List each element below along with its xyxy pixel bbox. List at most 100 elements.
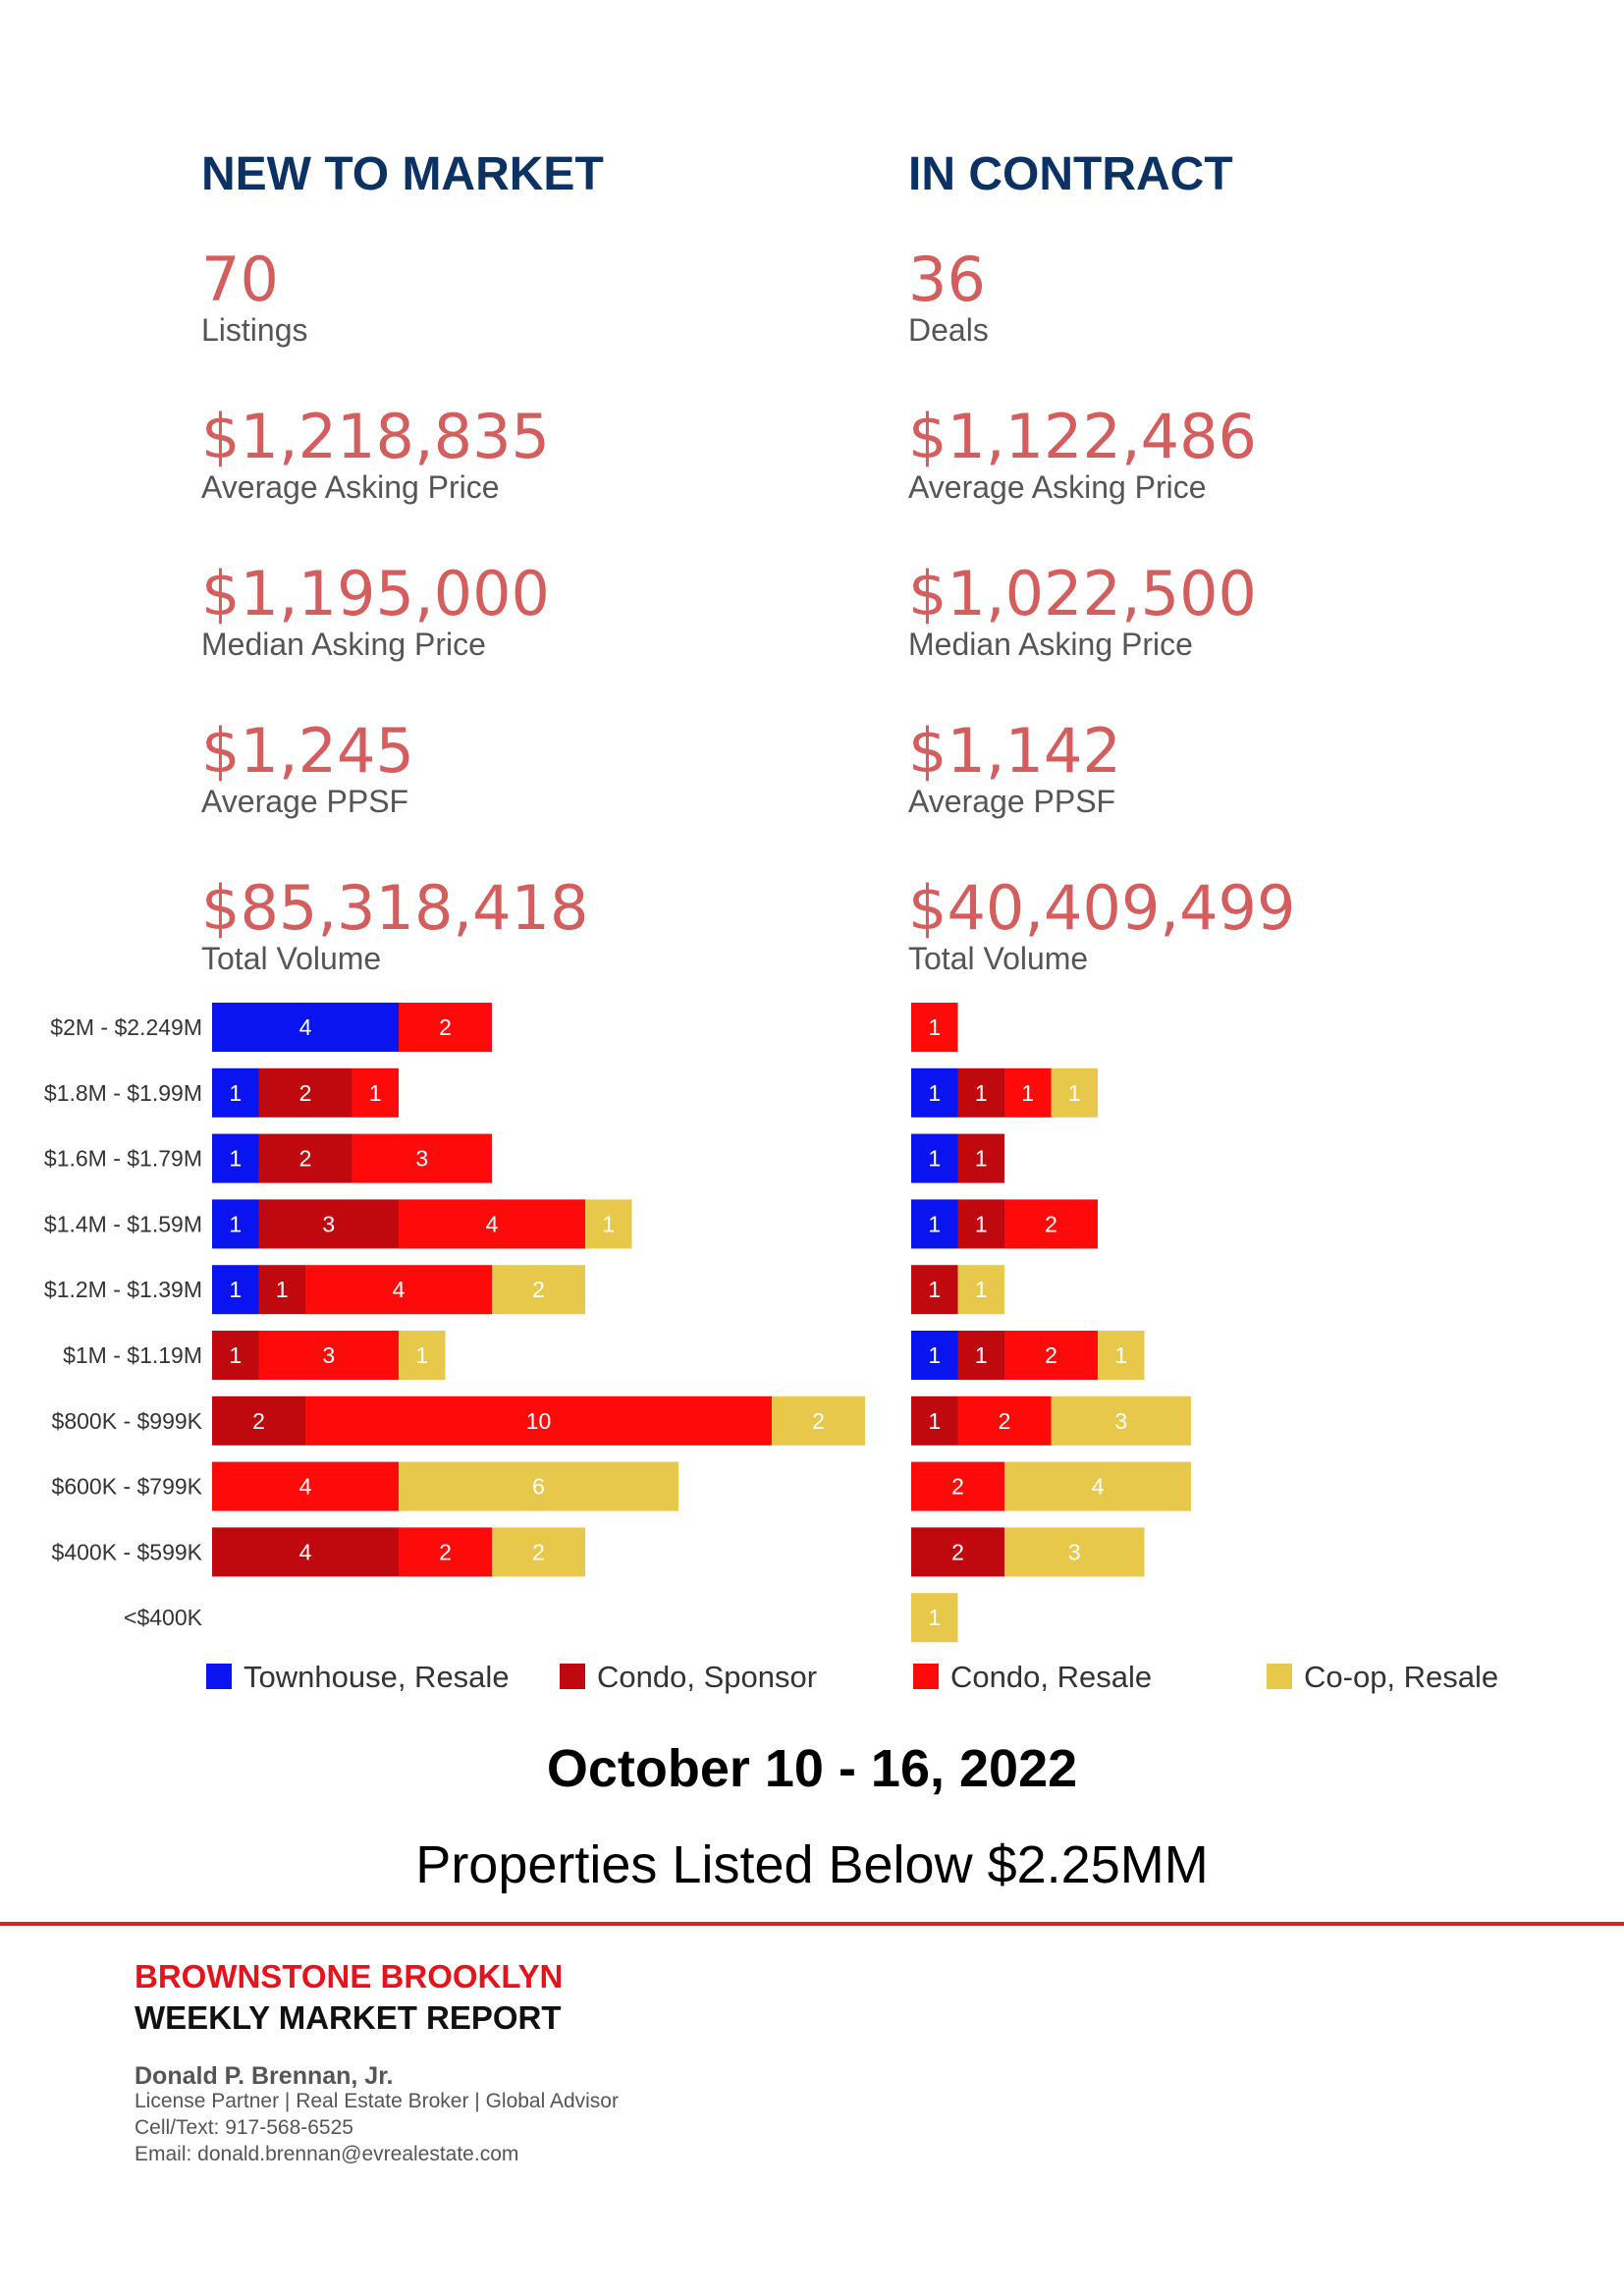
bar-segment — [957, 1199, 1004, 1249]
bar-value-label: 1 — [928, 1277, 941, 1302]
bar-value-label: 3 — [1068, 1539, 1081, 1564]
bar-value-label: 3 — [322, 1211, 335, 1236]
bar-segment — [957, 1395, 1052, 1446]
bar-value-label: 3 — [322, 1342, 335, 1368]
bar-segment — [212, 1199, 259, 1249]
contract-median-asking-label: Median Asking Price — [908, 627, 1193, 662]
bar-segment — [911, 1067, 958, 1118]
listings-metric: 70 Listings — [201, 244, 308, 349]
bar-segment — [212, 1461, 399, 1511]
bar-value-label: 4 — [299, 1474, 312, 1500]
bar-value-label: 1 — [229, 1277, 242, 1302]
median-asking-value: $1,195,000 — [201, 558, 550, 629]
bar-segment — [957, 1067, 1004, 1118]
bar-segment — [911, 1593, 958, 1643]
deals-metric: 36 Deals — [908, 247, 989, 349]
avg-ppsf-metric: $1,245 Average PPSF — [201, 715, 414, 820]
bar-value-label: 1 — [928, 1080, 941, 1106]
bar-value-label: 3 — [415, 1146, 428, 1172]
contract-total-volume-value: $40,409,499 — [908, 872, 1296, 944]
agent-title: License Partner | Real Estate Broker | G… — [135, 2090, 619, 2112]
agent-name: Donald P. Brennan, Jr. — [135, 2062, 394, 2090]
price-range-charts: $2M - $2.249M $1.8M - $1.99M $1.6M - $1.79… — [44, 1003, 1498, 1694]
legend-label: Townhouse, Resale — [244, 1660, 510, 1694]
bar-value-label: 4 — [486, 1211, 499, 1236]
bar-segment — [212, 1133, 259, 1183]
bar-value-label: 1 — [1114, 1342, 1127, 1368]
legend-swatch — [206, 1664, 232, 1689]
total-volume-metric: $85,318,418 Total Volume — [201, 876, 588, 977]
bar-value-label: 2 — [951, 1539, 964, 1564]
bar-value-label: 2 — [299, 1080, 312, 1106]
bar-segment — [911, 1461, 1004, 1511]
bar-value-label: 1 — [229, 1080, 242, 1106]
contract-avg-asking-value: $1,122,486 — [908, 401, 1257, 472]
bar-segment — [1004, 1331, 1098, 1380]
footer-divider — [0, 1922, 1624, 1926]
bar-value-label: 1 — [975, 1277, 988, 1302]
bar-value-label: 4 — [299, 1539, 312, 1564]
bar-segment — [212, 1395, 305, 1446]
report-subtitle: Properties Listed Below $2.25MM — [415, 1835, 1209, 1894]
bar-value-label: 2 — [439, 1014, 452, 1040]
bar-value-label: 2 — [439, 1539, 452, 1564]
agent-phone: Cell/Text: 917-568-6525 — [135, 2116, 353, 2139]
legend-label: Condo, Resale — [950, 1660, 1152, 1694]
bar-segment — [957, 1133, 1004, 1183]
bar-value-label: 1 — [928, 1014, 941, 1040]
contract-avg-asking-metric: $1,122,486 Average Asking Price — [908, 401, 1257, 506]
bar-value-label: 1 — [602, 1211, 615, 1236]
bar-value-label: 4 — [299, 1014, 312, 1040]
bar-segment — [352, 1067, 399, 1118]
bar-segment — [911, 1199, 958, 1249]
bar-value-label: 1 — [1021, 1080, 1034, 1106]
contract-avg-ppsf-metric: $1,142 Average PPSF — [908, 719, 1121, 820]
category-label: $1.6M - $1.79M — [44, 1146, 202, 1172]
bar-segment — [212, 1067, 259, 1118]
bar-segment — [258, 1265, 305, 1315]
contract-total-volume-label: Total Volume — [908, 941, 1089, 976]
bar-segment — [258, 1199, 399, 1249]
category-label: $600K - $799K — [52, 1474, 203, 1500]
bar-segment — [1004, 1461, 1191, 1511]
bar-segment — [399, 1199, 585, 1249]
avg-ppsf-value: $1,245 — [201, 715, 414, 787]
contract-avg-ppsf-label: Average PPSF — [908, 784, 1116, 819]
bar-segment — [911, 1527, 1004, 1577]
bar-value-label: 1 — [975, 1146, 988, 1172]
bar-value-label: 1 — [276, 1277, 289, 1302]
bar-segment — [399, 1461, 678, 1511]
bar-segment — [1051, 1395, 1191, 1446]
bar-segment — [1098, 1331, 1145, 1380]
bar-value-label: 1 — [975, 1342, 988, 1368]
bar-segment — [957, 1265, 1004, 1315]
bar-value-label: 1 — [369, 1080, 382, 1106]
legend-swatch — [1267, 1664, 1292, 1689]
listings-value: 70 — [201, 244, 279, 315]
median-asking-label: Median Asking Price — [201, 627, 486, 662]
bar-value-label: 2 — [1045, 1342, 1057, 1368]
bar-segment — [399, 1003, 492, 1052]
new-to-market-title: NEW TO MARKET — [201, 148, 604, 200]
bar-value-label: 1 — [1068, 1080, 1081, 1106]
bar-segment — [772, 1395, 865, 1446]
legend-label: Condo, Sponsor — [597, 1660, 817, 1694]
report-date-range: October 10 - 16, 2022 — [546, 1739, 1078, 1798]
bar-value-label: 1 — [229, 1342, 242, 1368]
bar-value-label: 2 — [951, 1474, 964, 1500]
bar-segment — [585, 1199, 632, 1249]
category-label: $400K - $599K — [52, 1539, 203, 1564]
category-label: $800K - $999K — [52, 1408, 203, 1434]
bar-segment — [305, 1395, 772, 1446]
bar-value-label: 1 — [229, 1146, 242, 1172]
bar-segment — [352, 1133, 492, 1183]
bar-value-label: 1 — [415, 1342, 428, 1368]
category-label: $1.4M - $1.59M — [44, 1211, 202, 1236]
bar-value-label: 2 — [532, 1539, 545, 1564]
bar-value-label: 1 — [928, 1408, 941, 1434]
bar-segment — [1004, 1067, 1052, 1118]
median-asking-metric: $1,195,000 Median Asking Price — [201, 558, 550, 663]
bar-value-label: 1 — [229, 1211, 242, 1236]
bar-value-label: 2 — [812, 1408, 825, 1434]
bar-value-label: 1 — [928, 1146, 941, 1172]
